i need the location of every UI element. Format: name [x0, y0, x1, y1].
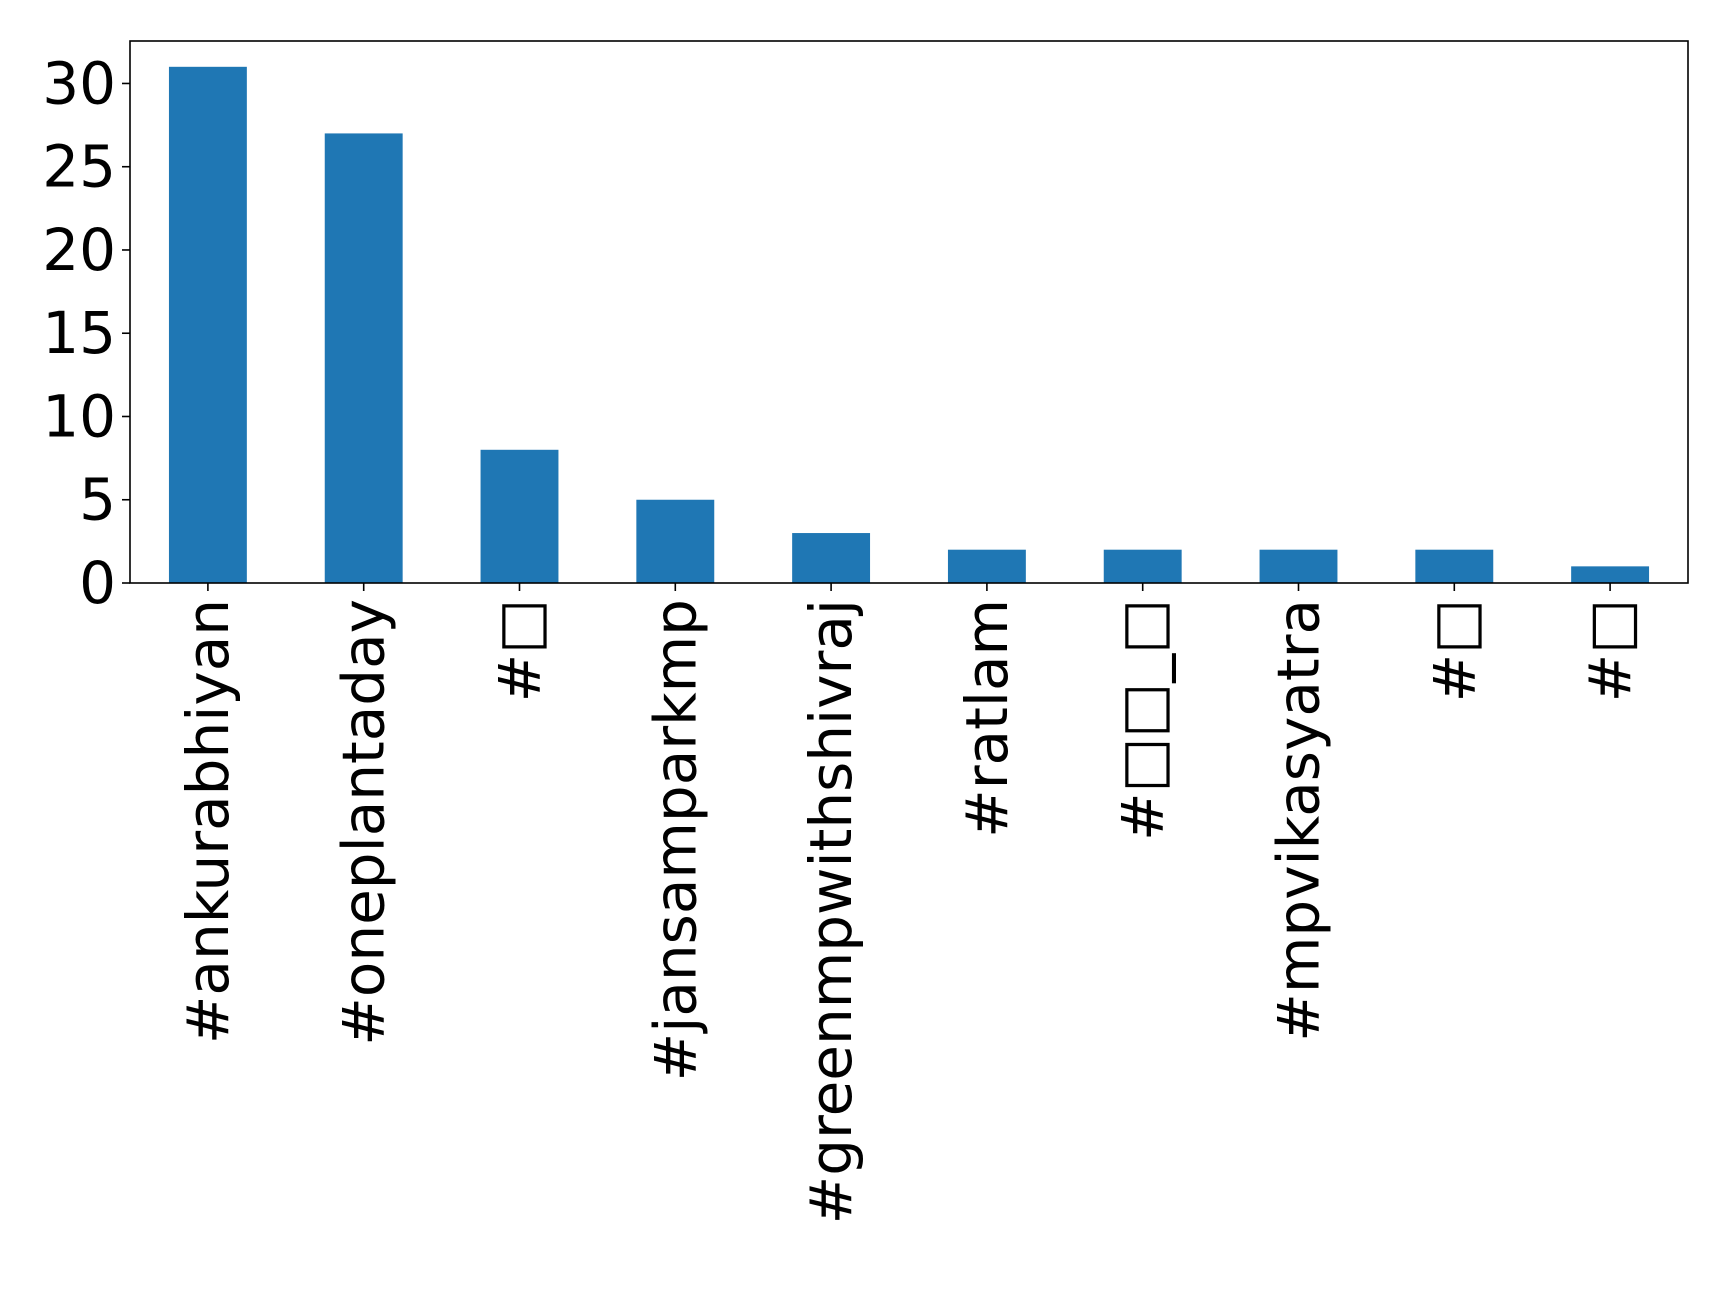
bar	[168, 66, 247, 584]
y-tick-label: 0	[79, 549, 116, 617]
bar	[947, 549, 1026, 583]
x-tick-label: #□	[1576, 599, 1644, 702]
bar	[1259, 549, 1338, 583]
plot-frame	[129, 40, 1689, 584]
x-tick-label: #ratlam	[953, 599, 1021, 838]
y-tick-label: 20	[42, 216, 116, 284]
x-tick-label: #ankurabhiyan	[174, 599, 242, 1044]
x-tick-label: #oneplantaday	[330, 599, 398, 1046]
bar	[480, 449, 559, 583]
x-axis: #ankurabhiyan #oneplantaday #□ #jansamparkm…	[174, 583, 1644, 1224]
x-tick-label: #mpvikasyatra	[1265, 599, 1333, 1042]
x-tick-label: #□□_□	[1109, 599, 1177, 841]
y-tick-label: 10	[42, 382, 116, 450]
bar	[1415, 549, 1494, 583]
x-tick-label: #greenmpwithshivraj	[797, 599, 865, 1224]
x-tick-label: #jansamparkmp	[641, 599, 709, 1081]
bar	[636, 499, 715, 583]
bar	[324, 133, 403, 584]
y-tick-label: 5	[79, 466, 116, 534]
bar	[1103, 549, 1182, 583]
x-tick-label: #□	[486, 599, 554, 702]
y-tick-label: 30	[42, 49, 116, 117]
bar	[1571, 566, 1650, 583]
bar	[792, 533, 871, 583]
bars-group	[168, 66, 1650, 584]
y-tick-label: 25	[42, 133, 116, 201]
x-tick-label: #□	[1420, 599, 1488, 702]
y-axis: 0 5 10 15 20 25 30	[42, 49, 130, 617]
y-tick-label: 15	[42, 299, 116, 367]
